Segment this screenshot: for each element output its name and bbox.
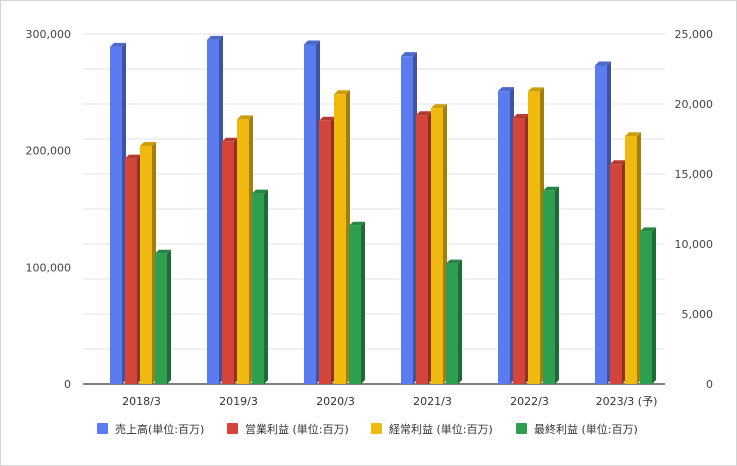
x-tick-label: 2018/3 — [122, 395, 161, 408]
y-right-tick-label: 20,000 — [675, 98, 714, 111]
bar-top — [155, 249, 171, 254]
y-right-tick-label: 25,000 — [675, 28, 714, 41]
bar-top — [237, 115, 253, 120]
bar — [498, 91, 510, 385]
bar — [319, 120, 331, 385]
bar — [528, 91, 540, 385]
y-left-tick-label: 100,000 — [26, 261, 72, 274]
bar — [125, 158, 137, 384]
bar-top — [625, 132, 641, 137]
legend-swatch — [227, 423, 238, 434]
bar-top — [334, 90, 350, 95]
legend-swatch — [516, 423, 527, 434]
bar-top — [543, 186, 559, 191]
x-tick-label: 2020/3 — [316, 395, 355, 408]
bar — [625, 136, 637, 384]
bar-top — [207, 35, 223, 40]
bar-top — [401, 52, 417, 57]
legend-swatch — [97, 423, 108, 434]
x-tick-label: 2019/3 — [219, 395, 258, 408]
bar-top — [349, 221, 365, 226]
y-left-tick-label: 300,000 — [26, 28, 72, 41]
bar-side — [167, 249, 171, 384]
bar-side — [458, 259, 462, 384]
bar — [237, 119, 249, 385]
bar — [543, 190, 555, 384]
bar-top — [528, 87, 544, 92]
bar-side — [361, 221, 365, 384]
bar — [610, 164, 622, 384]
legend-swatch — [371, 423, 382, 434]
bar — [416, 115, 428, 384]
bar — [513, 118, 525, 384]
legend-label: 売上高(単位:百万) — [115, 422, 204, 436]
x-tick-label: 2021/3 — [413, 395, 452, 408]
bar — [640, 231, 652, 384]
bar-top — [416, 111, 432, 116]
x-tick-label: 2023/3 (予) — [596, 395, 658, 408]
bar — [304, 44, 316, 384]
bar-top — [640, 227, 656, 232]
bar-top — [252, 189, 268, 194]
bar — [207, 39, 219, 384]
bar — [401, 56, 413, 385]
bar — [431, 108, 443, 384]
bar-side — [264, 189, 268, 384]
y-left-tick-label: 200,000 — [26, 145, 72, 158]
y-left-tick-label: 0 — [64, 378, 71, 391]
y-right-tick-label: 5,000 — [682, 308, 714, 321]
legend-label: 最終利益 (単位:百万) — [534, 422, 638, 436]
legend-label: 経常利益 (単位:百万) — [389, 422, 493, 436]
bar — [252, 193, 264, 384]
bar-top — [595, 61, 611, 66]
bar — [140, 146, 152, 384]
bar-top — [319, 116, 335, 121]
legend-label: 営業利益 (単位:百万) — [245, 422, 349, 436]
bar-top — [431, 104, 447, 109]
bar-top — [140, 142, 156, 146]
bar-top — [222, 137, 238, 142]
bar-side — [555, 186, 559, 384]
bar-side — [652, 227, 656, 384]
bar — [349, 225, 361, 384]
bar-top — [304, 40, 320, 45]
y-right-tick-label: 0 — [706, 378, 713, 391]
bar — [155, 253, 167, 384]
x-tick-label: 2022/3 — [510, 395, 549, 408]
bar-top — [498, 87, 514, 92]
bar — [110, 46, 122, 384]
bar-top — [110, 42, 126, 47]
bar-top — [610, 160, 626, 165]
bar — [595, 65, 607, 384]
bar-top — [513, 114, 529, 118]
bar-top — [125, 154, 141, 159]
y-right-tick-label: 10,000 — [675, 238, 714, 251]
bar — [446, 263, 458, 384]
bar — [222, 141, 234, 384]
bar — [334, 94, 346, 384]
bar-top — [446, 259, 462, 264]
y-right-tick-label: 15,000 — [675, 168, 714, 181]
